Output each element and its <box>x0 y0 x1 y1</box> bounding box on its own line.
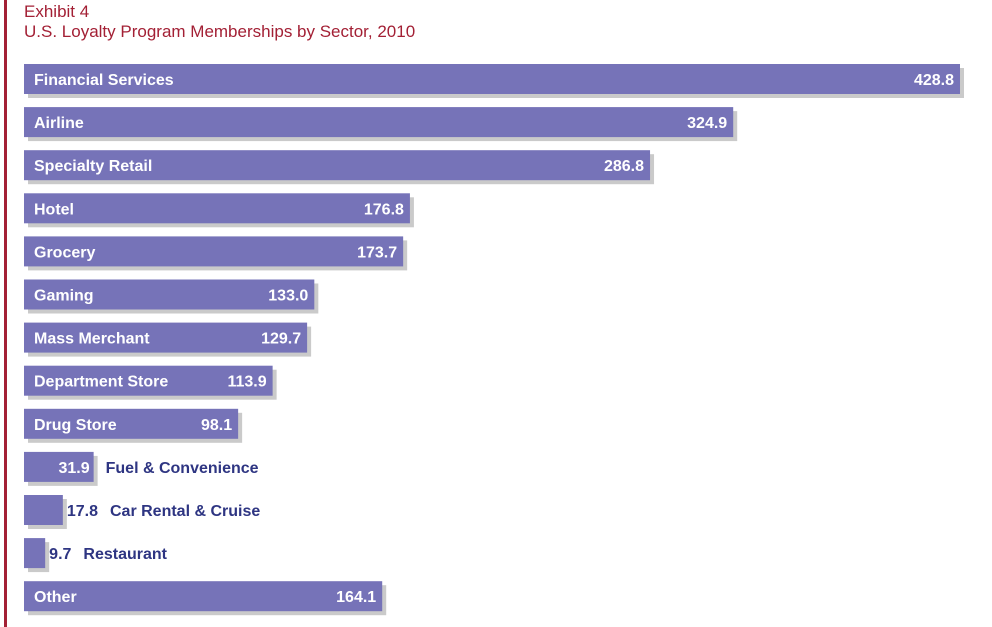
value-label: 129.7 <box>261 331 301 348</box>
value-label: 324.9 <box>687 115 727 132</box>
value-label: 113.9 <box>227 374 266 391</box>
value-label: 17.8 <box>67 503 98 520</box>
value-label: 286.8 <box>604 158 644 175</box>
category-label: Financial Services <box>34 72 174 89</box>
value-label: 9.7 <box>49 546 71 563</box>
category-label: Hotel <box>34 201 74 218</box>
bar-mass-merchant <box>24 322 308 353</box>
bar-other <box>24 581 383 612</box>
category-label: Car Rental & Cruise <box>110 503 260 520</box>
value-label: 31.9 <box>58 460 89 477</box>
bar-department-store <box>24 365 273 396</box>
category-label: Other <box>34 589 77 606</box>
value-label: 164.1 <box>336 589 376 606</box>
bar-drug-store <box>24 408 239 439</box>
category-label: Grocery <box>34 244 95 261</box>
value-label: 176.8 <box>364 201 404 218</box>
category-label: Gaming <box>34 288 94 305</box>
category-label: Airline <box>34 115 84 132</box>
bar-airline <box>24 107 734 138</box>
category-label: Drug Store <box>34 417 117 434</box>
value-label: 428.8 <box>914 72 954 89</box>
bar-car-rental-cruise <box>24 495 63 525</box>
bar-grocery <box>24 236 404 267</box>
category-label: Mass Merchant <box>34 331 150 348</box>
category-label: Restaurant <box>83 546 167 563</box>
value-label: 173.7 <box>357 244 397 261</box>
category-label: Specialty Retail <box>34 158 152 175</box>
bar-financial-services <box>24 64 960 94</box>
bar-specialty-retail <box>24 150 651 181</box>
bar-restaurant <box>24 538 46 569</box>
category-label: Department Store <box>34 374 168 391</box>
bar-hotel <box>24 193 410 224</box>
value-label: 133.0 <box>268 288 308 305</box>
exhibit-number: Exhibit 4 <box>24 2 90 21</box>
chart-title: U.S. Loyalty Program Memberships by Sect… <box>24 22 416 41</box>
category-label: Fuel & Convenience <box>106 460 259 477</box>
value-label: 98.1 <box>201 417 232 434</box>
accent-rule <box>4 0 7 627</box>
bar-gaming <box>24 279 315 310</box>
bar-fuel-convenience <box>24 451 94 482</box>
